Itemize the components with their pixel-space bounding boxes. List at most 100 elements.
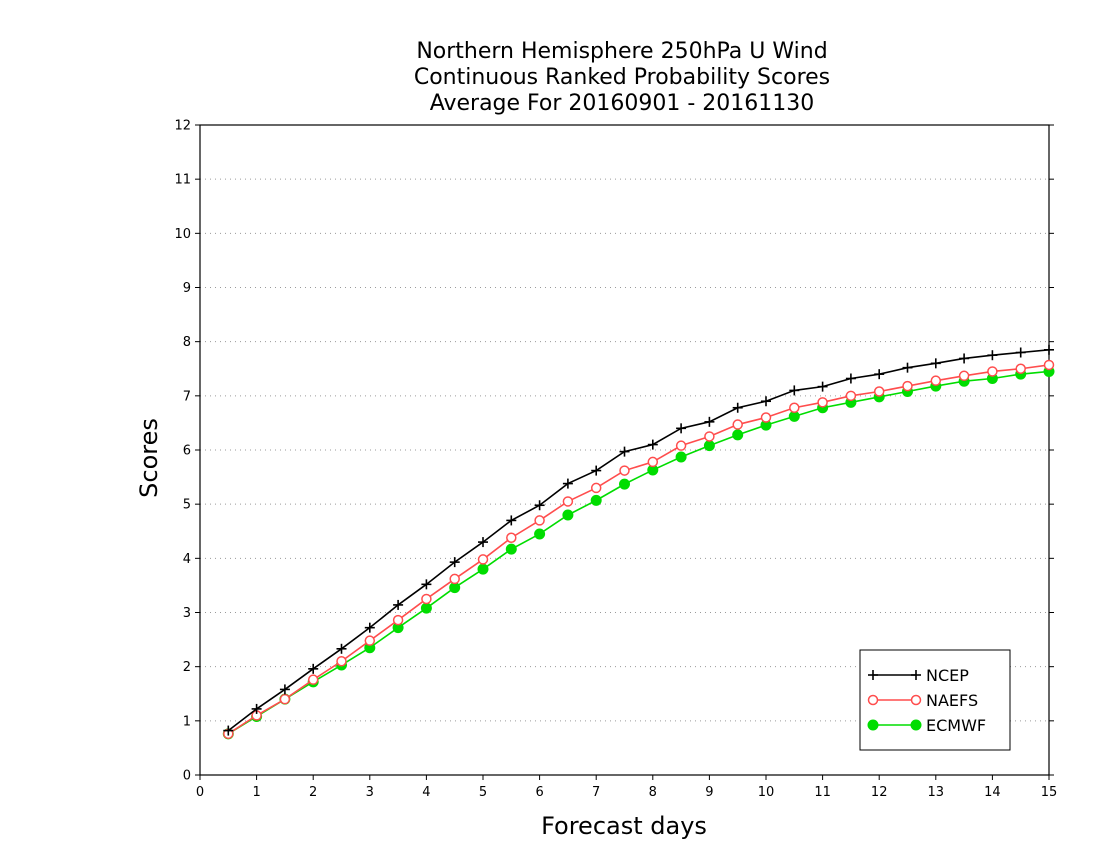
data-point-ncep — [647, 439, 658, 450]
y-tick-label: 10 — [174, 227, 191, 242]
data-point-ncep — [817, 381, 828, 392]
data-point-naefs — [534, 515, 545, 526]
data-point-naefs — [619, 465, 630, 476]
chart-title-line: Northern Hemisphere 250hPa U Wind — [416, 39, 827, 64]
x-tick-label: 10 — [758, 785, 775, 800]
chart-title-line: Average For 20160901 - 20161130 — [430, 91, 815, 116]
legend-marker-ncep — [868, 670, 878, 680]
data-point-ncep — [874, 369, 885, 380]
data-point-ncep — [393, 599, 404, 610]
data-point-ncep — [676, 423, 687, 434]
x-tick-label: 14 — [984, 785, 1001, 800]
data-point-ecmwf — [732, 429, 744, 441]
y-tick-label: 6 — [183, 444, 191, 459]
legend-marker-ncep — [911, 670, 921, 680]
data-point-naefs — [336, 656, 347, 667]
data-point-ncep — [534, 500, 545, 511]
y-tick-label: 1 — [183, 714, 191, 729]
data-point-naefs — [817, 397, 828, 408]
data-point-ecmwf — [703, 440, 715, 452]
y-tick-label: 9 — [183, 281, 191, 296]
data-point-ncep — [506, 515, 517, 526]
data-point-ncep — [223, 725, 234, 736]
data-point-naefs — [562, 496, 574, 507]
data-point-naefs — [732, 419, 743, 430]
x-tick-label: 2 — [309, 785, 317, 800]
x-tick-label: 8 — [649, 785, 657, 800]
data-point-ncep — [279, 684, 290, 695]
y-tick-label: 7 — [183, 389, 191, 404]
legend-label-ncep: NCEP — [926, 666, 969, 685]
data-point-naefs — [449, 573, 460, 585]
data-series — [222, 344, 1055, 740]
data-point-ncep — [478, 537, 488, 548]
data-point-ncep — [308, 663, 319, 674]
data-point-naefs — [1015, 363, 1026, 374]
data-point-naefs — [421, 593, 432, 605]
data-point-naefs — [902, 380, 913, 392]
data-point-ncep — [789, 385, 800, 396]
data-point-ncep — [704, 416, 715, 427]
data-point-naefs — [873, 386, 885, 397]
x-tick-label: 4 — [422, 785, 430, 800]
x-axis-label: Forecast days — [541, 812, 707, 840]
data-point-naefs — [704, 431, 715, 442]
y-axis-label: Scores — [135, 418, 163, 498]
data-point-naefs — [930, 375, 942, 386]
x-tick-label: 5 — [479, 785, 487, 800]
data-point-naefs — [760, 412, 772, 423]
legend-marker-naefs — [867, 694, 879, 706]
data-point-ncep — [562, 478, 573, 489]
data-point-ncep — [364, 622, 375, 633]
data-point-ncep — [761, 396, 771, 407]
legend-marker-ecmwf — [867, 719, 879, 731]
data-point-naefs — [647, 456, 659, 468]
x-tick-label: 15 — [1041, 785, 1058, 800]
data-point-ecmwf — [420, 602, 432, 614]
y-tick-label: 0 — [183, 769, 191, 784]
data-point-ecmwf — [619, 478, 630, 490]
data-point-ncep — [449, 557, 460, 568]
data-point-ncep — [845, 373, 856, 384]
data-point-naefs — [506, 532, 517, 543]
data-point-ncep — [732, 402, 743, 413]
legend-label-naefs: NAEFS — [926, 691, 978, 710]
y-tick-label: 12 — [174, 119, 191, 134]
y-tick-label: 3 — [183, 606, 191, 621]
data-point-naefs — [307, 674, 319, 685]
data-point-ncep — [619, 446, 630, 457]
legend: NCEP NAEFS ECMWF — [859, 649, 1011, 751]
x-tick-label: 11 — [814, 785, 831, 800]
data-point-ncep — [591, 465, 602, 476]
data-point-ecmwf — [534, 528, 546, 540]
x-tick-label: 0 — [196, 785, 204, 800]
data-point-naefs — [364, 635, 376, 646]
chart-text: Northern Hemisphere 250hPa U WindContinu… — [135, 39, 830, 840]
x-tick-label: 9 — [705, 785, 713, 800]
legend-label-ecmwf: ECMWF — [926, 716, 986, 735]
data-point-ncep — [902, 362, 913, 373]
data-point-naefs — [845, 390, 857, 402]
x-tick-label: 6 — [535, 785, 543, 800]
data-point-naefs — [987, 366, 998, 377]
legend-marker-naefs — [910, 694, 922, 706]
y-tick-label: 5 — [183, 498, 191, 513]
data-point-ncep — [930, 358, 941, 369]
data-point-ncep — [1044, 344, 1054, 355]
data-point-ecmwf — [477, 563, 489, 575]
data-point-ncep — [1015, 347, 1026, 358]
data-point-ncep — [336, 643, 347, 654]
data-point-ncep — [421, 579, 432, 590]
data-point-ecmwf — [675, 451, 687, 463]
x-tick-label: 12 — [871, 785, 888, 800]
data-point-naefs — [958, 370, 970, 382]
y-tick-label: 8 — [183, 335, 191, 350]
data-point-naefs — [590, 482, 602, 494]
x-tick-label: 1 — [252, 785, 260, 800]
chart-title-line: Continuous Ranked Probability Scores — [414, 65, 830, 90]
data-point-ecmwf — [590, 494, 602, 506]
data-point-naefs — [279, 693, 291, 705]
data-point-ncep — [959, 353, 970, 364]
